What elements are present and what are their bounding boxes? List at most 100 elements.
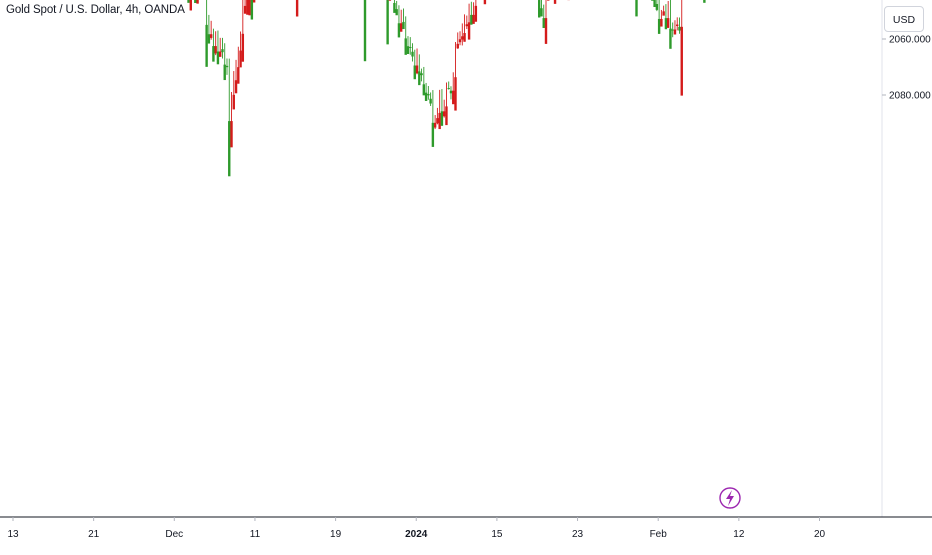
candle-body (454, 77, 456, 110)
candle-body (242, 34, 244, 62)
candle-body (251, 0, 253, 20)
candle-body (407, 46, 409, 54)
candle-body (472, 15, 474, 24)
candle-body (432, 123, 434, 147)
candle-body (244, 6, 246, 14)
candle-body (445, 106, 447, 125)
candle-body (239, 51, 241, 68)
candle-body (402, 22, 404, 29)
candle-body (208, 34, 210, 43)
x-tick-label: 23 (572, 529, 584, 540)
candle-body (212, 46, 214, 62)
candle-body (409, 47, 411, 48)
candle-body (217, 52, 219, 65)
candle-body (676, 25, 678, 26)
candle-body (425, 93, 427, 101)
candle-body (395, 9, 397, 15)
candle-body (459, 39, 461, 42)
candle-body (226, 66, 228, 67)
candle-body (386, 0, 388, 44)
chart-title: Gold Spot / U.S. Dollar, 4h, OANDA (6, 4, 185, 16)
lightning-icon[interactable] (720, 488, 740, 508)
candle-body (667, 18, 669, 28)
candle-body (233, 95, 235, 110)
candle-body (210, 34, 212, 38)
x-tick-label: 19 (330, 529, 342, 540)
y-tick-label: 2060.000 (889, 35, 931, 46)
candle-body (411, 52, 413, 57)
candle-body (635, 0, 637, 16)
candle-body (554, 0, 556, 4)
candle-body (418, 71, 420, 85)
candle-body (434, 123, 436, 128)
candle-body (538, 0, 540, 17)
candle-body (653, 0, 655, 7)
candle-body (364, 0, 366, 61)
candle-body (438, 113, 440, 129)
candle-body (400, 23, 402, 31)
candle-body (457, 44, 459, 49)
candle-body (450, 91, 452, 94)
candle-body (441, 111, 443, 125)
candle-body (681, 27, 683, 96)
candle-body (463, 33, 465, 42)
x-tick-label: 21 (88, 529, 100, 540)
candle-body (545, 18, 547, 44)
x-tick-label: Feb (650, 529, 668, 540)
candle-body (205, 25, 207, 67)
candle-body (389, 0, 391, 1)
candle-body (219, 52, 221, 57)
candle-body (393, 3, 395, 13)
candle-body (443, 111, 445, 116)
candle-body (253, 0, 255, 3)
candle-body (656, 4, 658, 10)
candle-body (221, 49, 223, 52)
candle-body (190, 0, 192, 10)
candle-body (461, 36, 463, 39)
candle-body (674, 30, 676, 35)
candle-body (420, 73, 422, 75)
candle-body (660, 19, 662, 27)
x-tick-label: 2024 (405, 529, 428, 540)
y-tick-label: 2080.000 (889, 91, 931, 102)
candle-body (448, 88, 450, 89)
candle-body (214, 46, 216, 53)
x-tick-label: 11 (250, 529, 261, 540)
candle-body (246, 0, 248, 15)
candle-body (703, 0, 705, 3)
x-tick-label: 20 (814, 529, 826, 540)
candle-body (658, 19, 660, 34)
candle-body (662, 11, 664, 15)
candle-body (228, 121, 230, 176)
candle-body (196, 0, 198, 4)
candle-body (194, 0, 196, 3)
candle-body (248, 0, 250, 15)
candle-body (543, 18, 545, 28)
candle-body (296, 0, 298, 17)
candle-body (224, 65, 226, 80)
candle-body (187, 0, 189, 3)
candle-body (436, 118, 438, 123)
candle-body (468, 22, 470, 39)
x-tick-label: Dec (165, 529, 183, 540)
candle-body (427, 94, 429, 95)
candle-body (470, 15, 472, 25)
candle-body (678, 27, 680, 31)
candle-body (672, 30, 674, 31)
candle-body (466, 24, 468, 26)
x-tick-label: 15 (491, 529, 503, 540)
candle-body (230, 121, 232, 147)
candle-body (237, 67, 239, 84)
candle-body (484, 0, 486, 4)
candle-body (665, 18, 667, 29)
candle-body (452, 91, 454, 105)
candle-body (405, 38, 407, 54)
candle-body (540, 8, 542, 16)
candle-body (414, 65, 416, 79)
currency-button[interactable]: USD (884, 6, 924, 32)
candle-body (547, 0, 549, 1)
candle-body (235, 80, 237, 93)
candle-body (669, 29, 671, 49)
